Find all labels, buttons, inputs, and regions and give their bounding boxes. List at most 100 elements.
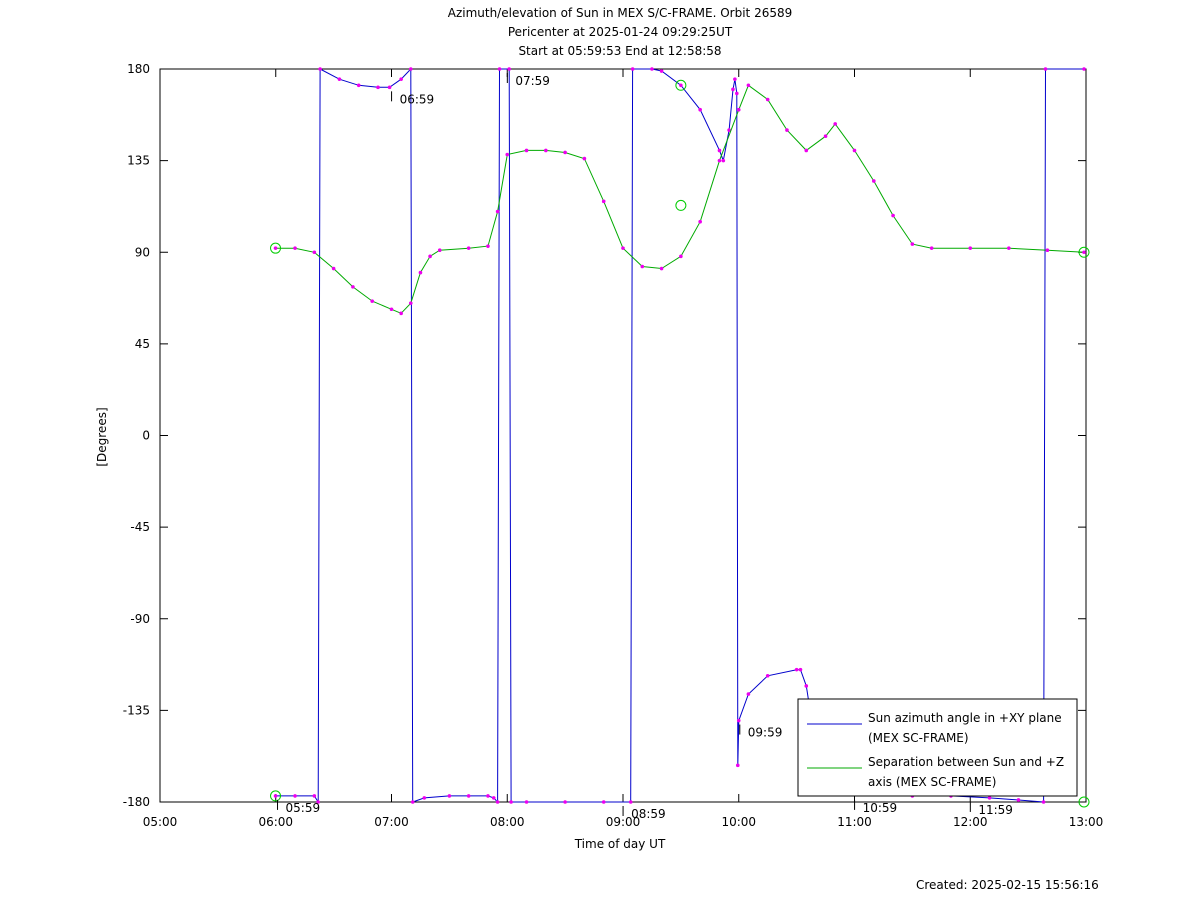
y-tick-label: 90 — [135, 245, 150, 259]
annotation-label: 08:59 — [631, 807, 666, 821]
data-point-0 — [736, 718, 741, 723]
data-point-1 — [698, 219, 702, 224]
chart-title: Azimuth/elevation of Sun in MEX S/C-FRAM… — [447, 6, 793, 20]
data-point-1 — [273, 246, 278, 250]
data-point-1 — [563, 150, 567, 155]
legend-label-azimuth: Sun azimuth angle in +XY plane (MEX SC-F… — [868, 708, 1068, 748]
annotation-label: 05:59 — [286, 801, 321, 815]
y-tick-label: -135 — [123, 703, 150, 717]
data-point-1 — [659, 266, 664, 271]
data-point-1 — [428, 254, 432, 259]
data-point-1 — [640, 264, 645, 269]
data-point-0 — [659, 69, 664, 73]
y-tick-label: 45 — [135, 337, 150, 351]
data-point-1 — [351, 285, 355, 289]
series-line-1 — [275, 84, 1085, 314]
data-point-1 — [399, 311, 403, 316]
data-point-0 — [495, 800, 500, 804]
data-point-0 — [650, 67, 654, 71]
y-tick-label: -90 — [130, 612, 150, 626]
data-point-1 — [544, 148, 548, 153]
data-point-1 — [1045, 248, 1050, 253]
x-tick-label: 13:00 — [1069, 815, 1104, 829]
data-point-0 — [491, 796, 496, 800]
data-point-0 — [316, 800, 320, 804]
annotation-label: 07:59 — [515, 74, 550, 88]
data-point-0 — [765, 673, 770, 678]
data-point-1 — [408, 301, 413, 305]
x-tick-label: 06:00 — [258, 815, 293, 829]
data-point-0 — [563, 800, 567, 804]
data-point-1 — [621, 246, 625, 250]
data-point-1 — [601, 199, 606, 204]
y-axis-label: [Degrees] — [95, 407, 109, 467]
data-point-1 — [495, 209, 500, 214]
data-point-0 — [1082, 67, 1086, 71]
data-point-1 — [331, 266, 336, 271]
data-point-0 — [679, 83, 683, 88]
data-point-1 — [765, 97, 770, 102]
data-point-1 — [312, 250, 317, 255]
data-point-1 — [717, 158, 722, 163]
endpoint-marker — [1078, 796, 1090, 808]
endpoint-marker — [270, 242, 282, 254]
data-point-1 — [1082, 250, 1086, 255]
annotation-label: 06:59 — [400, 92, 435, 106]
data-point-0 — [408, 67, 413, 71]
data-point-1 — [891, 213, 895, 218]
data-point-1 — [968, 246, 973, 250]
x-tick-label: 10:00 — [721, 815, 756, 829]
data-point-0 — [318, 67, 322, 71]
data-point-0 — [524, 800, 529, 804]
data-point-1 — [823, 134, 828, 138]
data-point-0 — [731, 87, 735, 92]
y-tick-label: 0 — [142, 429, 150, 443]
x-axis-label: Time of day UT — [574, 837, 666, 851]
data-point-0 — [601, 800, 606, 804]
chart-subtitle-range: Start at 05:59:53 End at 12:58:58 — [518, 44, 722, 58]
data-point-0 — [337, 77, 342, 81]
plot-frame — [159, 68, 1087, 803]
data-point-1 — [437, 248, 442, 253]
endpoint-marker — [675, 79, 687, 91]
chart-subtitle-pericenter: Pericenter at 2025-01-24 09:29:25UT — [507, 25, 733, 39]
data-point-1 — [871, 179, 876, 183]
data-point-1 — [852, 148, 857, 153]
x-tick-label: 09:00 — [606, 815, 641, 829]
created-timestamp: Created: 2025-02-15 15:56:16 — [916, 878, 1099, 892]
axis-ticks: 05:00 06:00 07:00 08:00 09:00 10:00 11:00 12:00… — [123, 62, 1104, 829]
data-point-0 — [746, 692, 751, 696]
x-tick-label: 07:00 — [374, 815, 409, 829]
data-point-0 — [293, 794, 297, 798]
x-tick-label: 05:00 — [143, 815, 178, 829]
data-point-1 — [418, 270, 423, 275]
data-point-0 — [497, 67, 502, 71]
y-tick-label: -180 — [123, 795, 150, 809]
data-point-1 — [910, 242, 915, 246]
legend-label-separation: Separation between Sun and +Z axis (MEX … — [868, 752, 1068, 792]
series-line-0 — [275, 67, 1084, 804]
data-point-0 — [399, 77, 403, 81]
data-point-0 — [630, 67, 635, 71]
data-point-0 — [698, 107, 702, 112]
data-point-0 — [447, 794, 452, 798]
data-point-0 — [312, 794, 317, 798]
legend-text-azimuth: Sun azimuth angle in +XY plane (MEX SC-F… — [868, 711, 1062, 745]
data-point-1 — [1007, 246, 1011, 250]
endpoint-marker — [1078, 246, 1090, 258]
data-point-1 — [679, 254, 683, 259]
data-point-0 — [735, 763, 740, 768]
data-point-0 — [410, 800, 415, 804]
data-point-1 — [785, 128, 789, 132]
data-point-0 — [273, 794, 278, 798]
data-point-0 — [1016, 798, 1021, 802]
data-point-1 — [746, 83, 751, 88]
x-tick-label: 11:00 — [837, 815, 872, 829]
legend — [797, 698, 1078, 797]
data-point-0 — [735, 91, 739, 96]
data-point-0 — [987, 796, 992, 800]
y-tick-label: -45 — [130, 520, 150, 534]
data-point-0 — [733, 77, 737, 81]
y-tick-label: 180 — [127, 62, 150, 76]
